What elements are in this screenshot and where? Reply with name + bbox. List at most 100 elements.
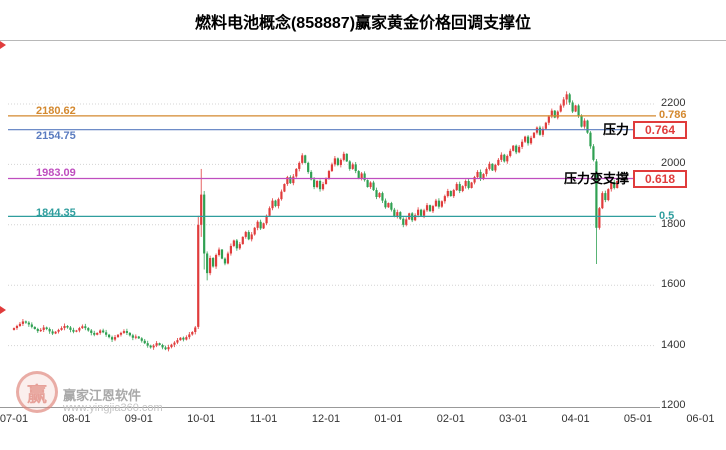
candle-body <box>90 330 93 333</box>
candle-body <box>36 328 39 332</box>
candle-body <box>99 330 102 333</box>
fib-ratio-badge: 0.618 <box>633 169 687 188</box>
candle-body <box>616 181 619 188</box>
candle-body <box>348 161 351 169</box>
candle-body <box>232 240 235 246</box>
candle-body <box>241 236 244 245</box>
candle-body <box>512 145 515 151</box>
candle-body <box>197 224 200 327</box>
candle-body <box>607 189 610 201</box>
candle-body <box>577 105 580 117</box>
candle-body <box>226 253 230 264</box>
fib-ratio-badge: 0.764 <box>633 120 687 139</box>
candle-body <box>238 244 241 249</box>
candle-body <box>541 128 545 135</box>
y-axis-tick-label: 1400 <box>661 338 686 351</box>
y-axis-tick-label: 1800 <box>661 217 686 230</box>
candle-body <box>544 122 547 129</box>
candle-body <box>229 245 233 254</box>
candle-body <box>116 334 120 338</box>
candle-body <box>191 332 194 335</box>
candle-body <box>57 329 60 332</box>
candle-body <box>470 182 473 188</box>
candle-body <box>315 181 319 188</box>
candle-body <box>146 343 149 346</box>
candle-body <box>137 336 140 339</box>
candle-body <box>304 155 307 163</box>
candle-body <box>330 164 334 172</box>
candle-body <box>571 102 574 112</box>
x-axis-tick-label: 01-01 <box>374 413 403 425</box>
candle-body <box>220 249 224 259</box>
candle-body <box>84 326 87 329</box>
candle-body <box>339 159 342 166</box>
candle-body <box>473 177 476 183</box>
candle-body <box>547 116 550 123</box>
candle-body <box>131 335 134 338</box>
candle-body <box>69 327 72 330</box>
candle-body <box>479 171 482 179</box>
candle-body <box>583 120 586 127</box>
candle-body <box>176 340 179 343</box>
candle-body <box>42 327 45 330</box>
candle-body <box>277 199 280 207</box>
candle-body <box>271 200 274 209</box>
candle-body <box>565 94 568 100</box>
candle-body <box>122 331 126 333</box>
x-axis-tick-label: 03-01 <box>499 413 528 425</box>
candle-body <box>437 200 441 207</box>
candle-body <box>375 190 378 198</box>
candle-body <box>268 208 271 216</box>
candle-body <box>250 234 253 240</box>
candle-body <box>161 344 164 348</box>
candle-body <box>414 215 417 221</box>
candle-body <box>286 177 289 185</box>
candle-body <box>491 163 494 171</box>
candle-body <box>488 163 491 169</box>
candle-body <box>538 127 542 135</box>
candle-body <box>532 132 536 138</box>
candle-body <box>295 168 298 177</box>
candle-body <box>158 343 161 345</box>
candle-body <box>48 328 51 332</box>
candle-body <box>458 184 461 191</box>
candle-body <box>310 171 313 180</box>
candle-body <box>119 332 123 335</box>
candle-body <box>155 343 158 346</box>
candle-body <box>553 110 556 118</box>
candle-body <box>33 326 36 329</box>
candle-body <box>446 190 449 197</box>
candle-body <box>467 181 470 188</box>
x-axis-tick-label: 06-01 <box>686 413 715 425</box>
candle-body <box>345 153 348 162</box>
candle-body <box>18 323 22 326</box>
candle-body <box>580 116 583 127</box>
candle-body <box>610 181 613 190</box>
candles-series <box>12 91 619 352</box>
candle-body <box>134 336 137 338</box>
candle-body <box>455 184 458 191</box>
candle-body <box>107 334 111 338</box>
candle-body <box>15 325 19 329</box>
candle-body <box>351 164 354 169</box>
candle-body <box>93 332 96 335</box>
candle-body <box>598 208 601 228</box>
candle-body <box>27 322 30 325</box>
candle-body <box>521 141 524 147</box>
candle-body <box>461 186 464 191</box>
candle-body <box>366 180 369 188</box>
candle-body <box>324 177 328 185</box>
candle-body <box>526 136 530 144</box>
candle-body <box>396 212 399 217</box>
candle-body <box>21 321 25 324</box>
candle-body <box>434 200 438 207</box>
candle-body <box>24 321 27 323</box>
left-red-marker-top <box>0 41 6 49</box>
candle-body <box>440 201 443 207</box>
candle-body <box>262 223 265 229</box>
candle-body <box>509 150 512 156</box>
candle-body <box>586 120 589 133</box>
candle-body <box>185 337 188 340</box>
x-axis-tick-label: 05-01 <box>623 413 653 425</box>
